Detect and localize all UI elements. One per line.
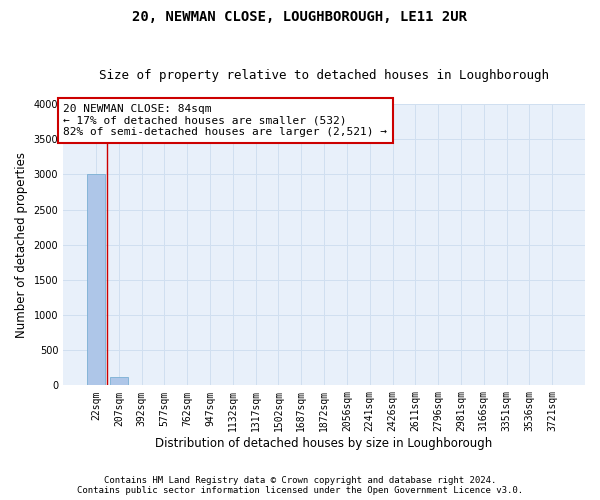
- Bar: [110, 377, 128, 386]
- Y-axis label: Number of detached properties: Number of detached properties: [15, 152, 28, 338]
- Text: 20, NEWMAN CLOSE, LOUGHBOROUGH, LE11 2UR: 20, NEWMAN CLOSE, LOUGHBOROUGH, LE11 2UR: [133, 10, 467, 24]
- X-axis label: Distribution of detached houses by size in Loughborough: Distribution of detached houses by size …: [155, 437, 493, 450]
- Text: 20 NEWMAN CLOSE: 84sqm
← 17% of detached houses are smaller (532)
82% of semi-de: 20 NEWMAN CLOSE: 84sqm ← 17% of detached…: [63, 104, 387, 137]
- Bar: [87, 174, 105, 386]
- Text: Contains HM Land Registry data © Crown copyright and database right 2024.
Contai: Contains HM Land Registry data © Crown c…: [77, 476, 523, 495]
- Title: Size of property relative to detached houses in Loughborough: Size of property relative to detached ho…: [99, 69, 549, 82]
